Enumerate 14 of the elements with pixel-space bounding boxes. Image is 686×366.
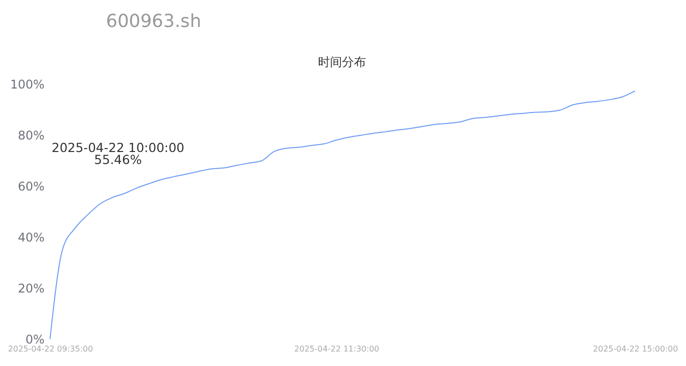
annotation: 55.46% [94, 152, 142, 167]
annotation: 2025-04-22 10:00:00 [52, 140, 184, 155]
y-tick-label: 0% [25, 332, 44, 346]
y-tick-label: 40% [18, 230, 44, 244]
y-tick-label: 100% [10, 78, 44, 92]
chart-subtitle: 时间分布 [318, 55, 366, 69]
x-tick-label: 2025-04-22 15:00:00 [593, 344, 678, 354]
x-tick-label: 2025-04-22 11:30:00 [294, 344, 380, 354]
y-tick-label: 80% [18, 128, 44, 142]
chart-title: 600963.sh [106, 11, 202, 32]
x-tick-label: 2025-04-22 09:35:00 [8, 344, 93, 354]
y-tick-label: 20% [18, 282, 44, 296]
line-series [50, 90, 636, 340]
y-tick-label: 60% [18, 180, 44, 194]
